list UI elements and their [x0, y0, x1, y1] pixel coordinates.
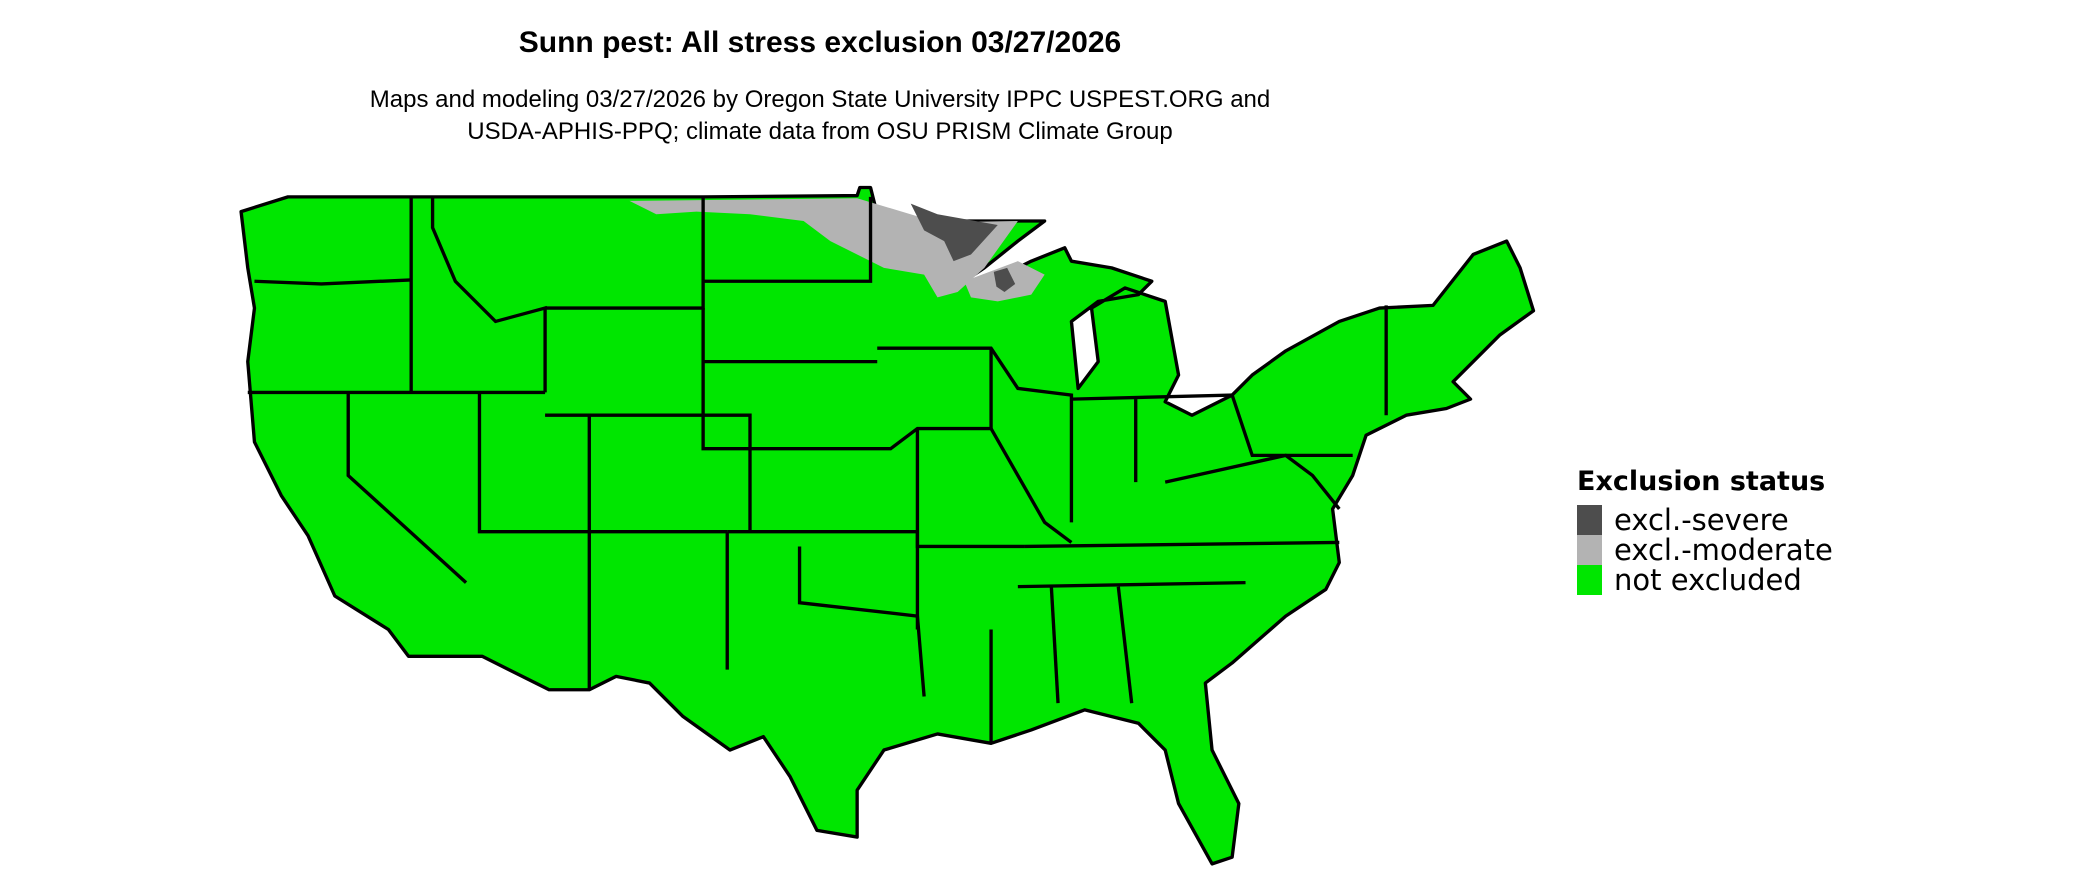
legend-swatch-not-excluded — [1577, 565, 1602, 595]
legend-swatch-moderate — [1577, 535, 1602, 565]
legend-label: excl.-moderate — [1614, 533, 1833, 567]
us-outline — [239, 185, 1536, 866]
legend: Exclusion status excl.-severe excl.-mode… — [1577, 466, 1833, 597]
excl-severe-wi — [993, 267, 1016, 292]
legend-swatch-severe — [1577, 505, 1602, 535]
state-borders — [247, 196, 1388, 744]
legend-label: excl.-severe — [1614, 503, 1789, 537]
legend-item-severe: excl.-severe — [1577, 503, 1833, 537]
legend-label: not excluded — [1614, 563, 1802, 597]
map-title: Sunn pest: All stress exclusion 03/27/20… — [518, 26, 1122, 59]
legend-title: Exclusion status — [1577, 466, 1826, 497]
excl-severe-area — [910, 203, 998, 262]
subtitle-line-2: USDA-APHIS-PPQ; climate data from OSU PR… — [467, 118, 1173, 145]
legend-item-moderate: excl.-moderate — [1577, 533, 1833, 567]
legend-item-not-excluded: not excluded — [1577, 563, 1833, 597]
map-subtitle: Maps and modeling 03/27/2026 by Oregon S… — [0, 84, 1640, 148]
subtitle-line-1: Maps and modeling 03/27/2026 by Oregon S… — [369, 86, 1271, 113]
